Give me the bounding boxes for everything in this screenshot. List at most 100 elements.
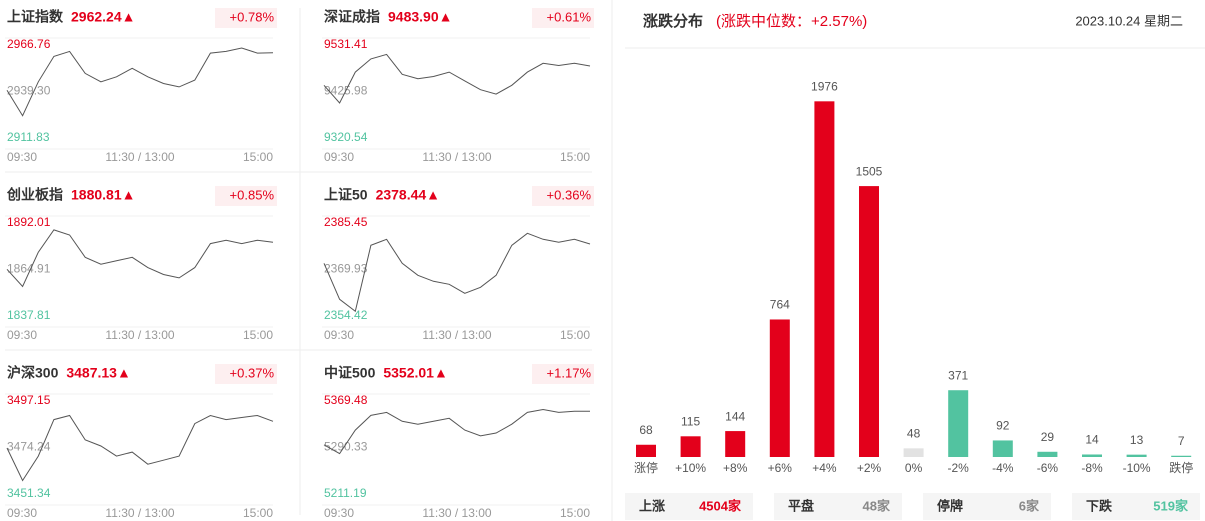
time-label: 15:00 bbox=[560, 506, 590, 520]
summary-label: 停牌 bbox=[937, 498, 963, 513]
bar-value: 1976 bbox=[811, 79, 838, 93]
index-name: 沪深300 bbox=[7, 365, 59, 381]
bar bbox=[1082, 454, 1102, 457]
category-label: -6% bbox=[1037, 461, 1059, 475]
price-line bbox=[6, 47, 274, 117]
y-tick-label: 2911.83 bbox=[7, 130, 50, 144]
summary-value: 4504家 bbox=[699, 498, 742, 513]
bar bbox=[859, 186, 879, 457]
price-line bbox=[6, 229, 274, 288]
time-label: 11:30 / 13:00 bbox=[422, 506, 491, 520]
category-label: +6% bbox=[768, 461, 793, 475]
time-label: 11:30 / 13:00 bbox=[105, 328, 174, 342]
index-name: 中证500 bbox=[324, 365, 376, 381]
time-label: 15:00 bbox=[243, 506, 273, 520]
index-name: 上证50 bbox=[324, 187, 368, 203]
bar-value: 7 bbox=[1178, 434, 1185, 448]
index-change: +0.37% bbox=[230, 365, 275, 380]
time-label: 09:30 bbox=[324, 150, 354, 164]
bar-value: 13 bbox=[1130, 433, 1144, 447]
summary-value: 6家 bbox=[1019, 498, 1040, 513]
category-label: -4% bbox=[992, 461, 1014, 475]
y-tick-label: 5369.48 bbox=[324, 393, 368, 407]
bar-value: 68 bbox=[639, 423, 653, 437]
time-label: 11:30 / 13:00 bbox=[105, 150, 174, 164]
index-change: +0.78% bbox=[230, 9, 275, 24]
y-tick-label: 2354.42 bbox=[324, 308, 368, 322]
index-price: 9483.90▲ bbox=[388, 9, 452, 25]
category-label: -2% bbox=[948, 461, 970, 475]
summary-value: 48家 bbox=[863, 498, 891, 513]
change-badge bbox=[532, 8, 594, 28]
index-price: 5352.01▲ bbox=[383, 365, 447, 381]
bar bbox=[1171, 455, 1192, 457]
change-badge bbox=[215, 186, 277, 206]
bar-value: 1505 bbox=[856, 164, 883, 178]
y-tick-label: 3497.15 bbox=[7, 393, 51, 407]
bar bbox=[814, 101, 835, 457]
y-tick-label: 5290.33 bbox=[324, 440, 368, 454]
title: 涨跌分布 bbox=[643, 12, 703, 30]
y-tick-label: 2966.76 bbox=[7, 37, 51, 51]
bar bbox=[1126, 454, 1147, 457]
time-label: 09:30 bbox=[324, 506, 354, 520]
bar-value: 14 bbox=[1085, 433, 1099, 447]
index-price: 1880.81▲ bbox=[71, 187, 135, 203]
subtitle: (涨跌中位数：+2.57%) bbox=[716, 13, 867, 30]
index-change: +0.36% bbox=[547, 187, 592, 202]
y-tick-label: 1837.81 bbox=[7, 308, 51, 322]
time-label: 11:30 / 13:00 bbox=[105, 506, 174, 520]
category-label: -10% bbox=[1123, 461, 1151, 475]
change-badge bbox=[215, 8, 277, 28]
price-line bbox=[323, 232, 591, 313]
index-price: 3487.13▲ bbox=[66, 365, 130, 381]
y-tick-label: 1864.91 bbox=[7, 262, 51, 276]
time-label: 15:00 bbox=[243, 328, 273, 342]
time-label: 15:00 bbox=[560, 150, 590, 164]
index-price: 2378.44▲ bbox=[376, 187, 440, 203]
time-label: 09:30 bbox=[7, 328, 37, 342]
category-label: 涨停 bbox=[634, 460, 658, 475]
index-name: 深证成指 bbox=[324, 9, 380, 25]
summary-box bbox=[1072, 493, 1200, 520]
summary-box bbox=[625, 493, 753, 520]
index-price: 2962.24▲ bbox=[71, 9, 135, 25]
summary-label: 上涨 bbox=[639, 498, 665, 513]
bar bbox=[992, 440, 1013, 457]
bar bbox=[769, 319, 790, 457]
time-label: 15:00 bbox=[560, 328, 590, 342]
category-label: -8% bbox=[1081, 461, 1103, 475]
summary-label: 下跌 bbox=[1086, 498, 1113, 513]
summary-box bbox=[774, 493, 902, 520]
change-badge bbox=[215, 364, 277, 384]
bar bbox=[636, 444, 656, 457]
time-label: 11:30 / 13:00 bbox=[422, 150, 491, 164]
category-label: 跌停 bbox=[1169, 460, 1193, 475]
y-tick-label: 9320.54 bbox=[324, 130, 368, 144]
index-name: 上证指数 bbox=[7, 9, 64, 25]
y-tick-label: 9531.41 bbox=[324, 37, 368, 51]
summary-box bbox=[923, 493, 1051, 520]
y-tick-label: 2939.30 bbox=[7, 84, 51, 98]
time-label: 09:30 bbox=[324, 328, 354, 342]
summary-value: 519家 bbox=[1153, 498, 1189, 513]
time-label: 09:30 bbox=[7, 150, 37, 164]
y-tick-label: 2385.45 bbox=[324, 215, 368, 229]
change-badge bbox=[532, 186, 594, 206]
index-change: +1.17% bbox=[547, 365, 592, 380]
change-badge bbox=[532, 364, 594, 384]
category-label: +2% bbox=[857, 461, 882, 475]
index-change: +0.61% bbox=[547, 9, 592, 24]
price-line bbox=[323, 53, 591, 104]
bar-value: 29 bbox=[1041, 430, 1055, 444]
price-line bbox=[6, 414, 274, 482]
bar bbox=[1037, 451, 1058, 457]
category-label: 0% bbox=[905, 461, 923, 475]
index-name: 创业板指 bbox=[6, 187, 63, 203]
bar-value: 48 bbox=[907, 427, 921, 441]
bar-value: 764 bbox=[770, 298, 790, 312]
category-label: +10% bbox=[675, 461, 706, 475]
bar-value: 92 bbox=[996, 419, 1010, 433]
